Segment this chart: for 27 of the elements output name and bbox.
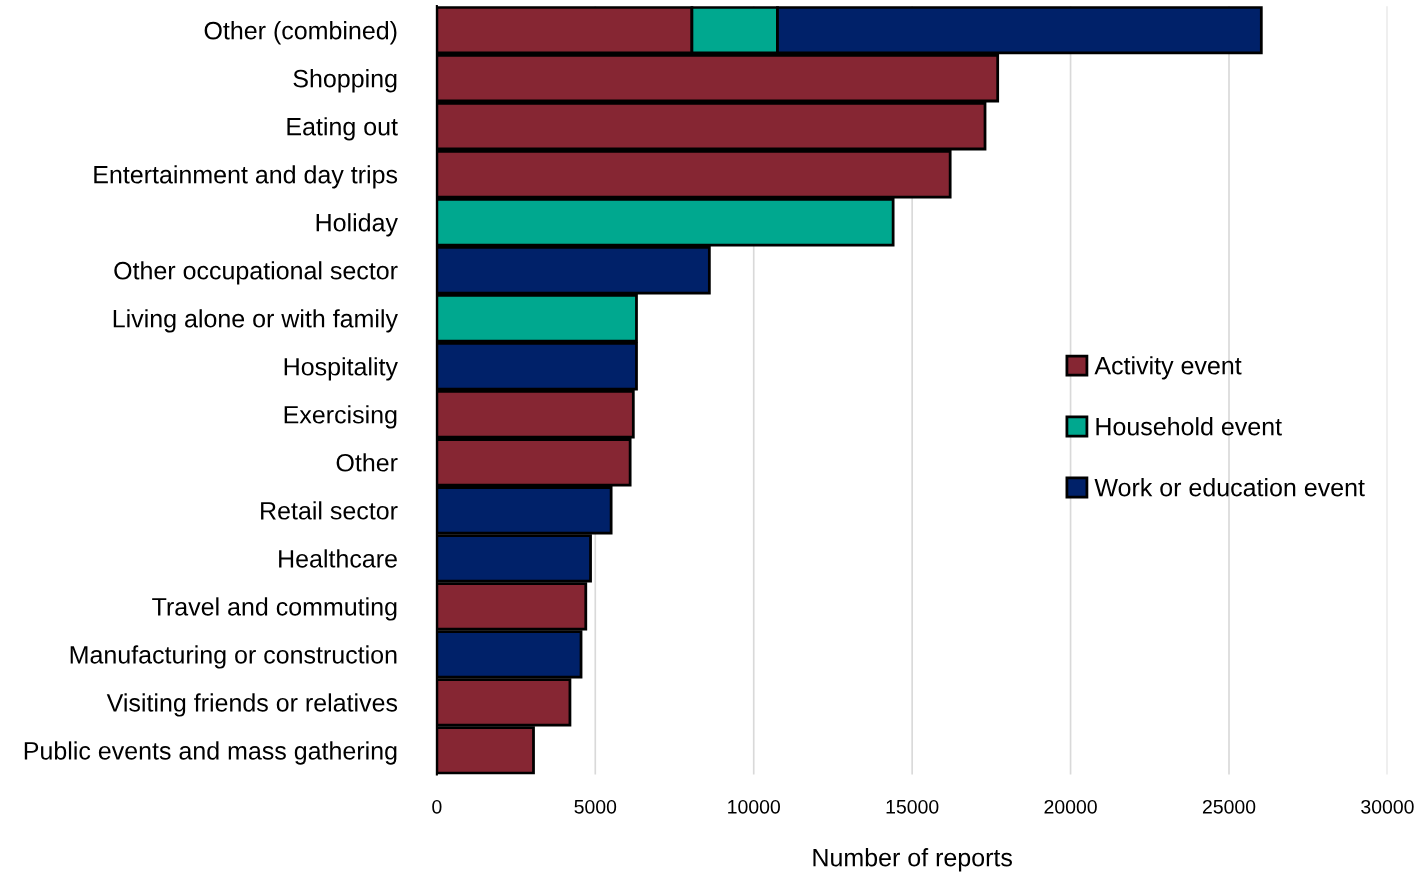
x-tick-label: 0 [432,799,442,814]
y-tick-label: Eating out [287,117,398,141]
x-tick-label: 30000 [1361,799,1414,814]
x-tick-label: 15000 [886,799,939,814]
y-tick-label: Exercising [284,405,397,429]
x-tick-label: 25000 [1202,799,1256,814]
y-tick-label: Living alone or with family [113,309,398,333]
x-tick-label: 10000 [728,799,780,814]
y-tick-label: Healthcare [279,549,397,568]
y-tick-label: Other occupational sector [114,261,398,285]
y-tick-label: Shopping [293,69,397,93]
y-tick-label: Hospitality [284,357,398,381]
y-tick-label: Other (combined) [204,21,397,45]
legend-label: Work or education event [1094,478,1365,497]
y-tick-label: Entertainment and day trips [94,165,398,189]
y-tick-label: Visiting friends or relatives [106,693,398,717]
legend-label: Activity event [1094,356,1242,380]
y-tick-label: Holiday [316,213,398,237]
y-tick-label: Travel and commuting [152,597,397,621]
y-tick-label: Other [336,453,398,472]
x-tick-label: 5000 [574,799,617,814]
y-tick-label: Manufacturing or construction [70,645,397,669]
y-tick-label: Public events and mass gathering [24,741,397,765]
x-axis-title: Number of reports [813,848,1012,872]
legend-label: Household event [1096,417,1282,436]
y-tick-label: Retail sector [261,501,398,520]
x-tick-label: 20000 [1044,799,1097,814]
